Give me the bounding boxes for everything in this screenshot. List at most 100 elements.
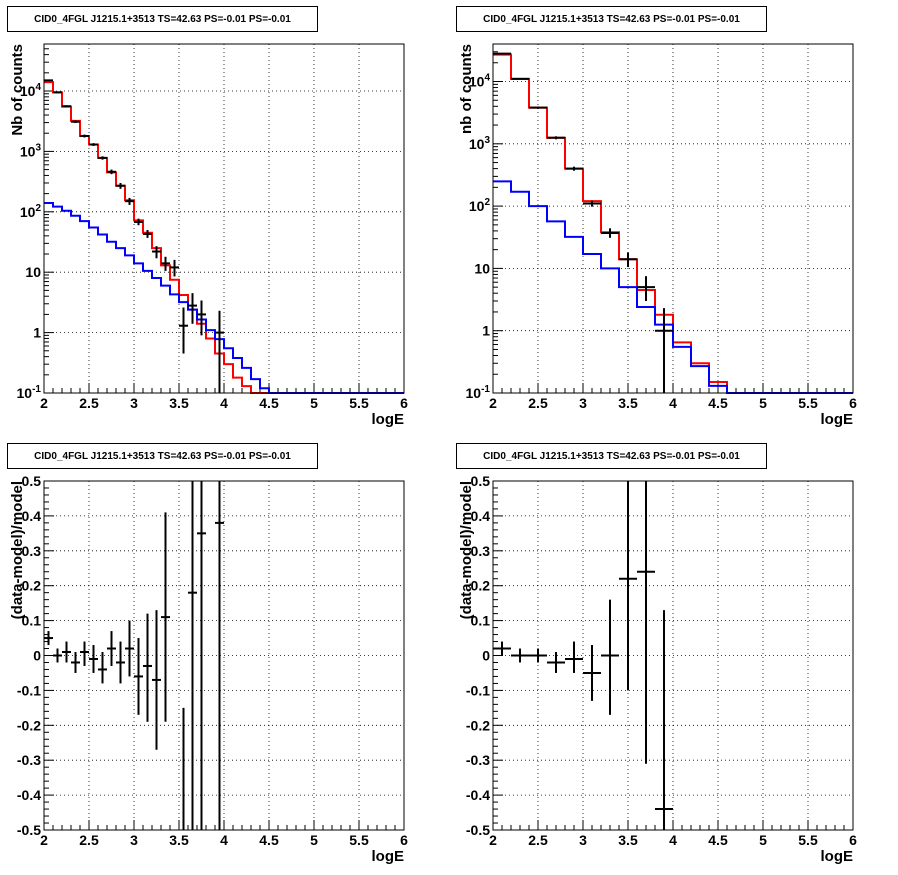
y-tick-label: 10 [474,260,490,276]
data-point [197,300,206,336]
x-tick-label: 3 [579,395,587,411]
pad-top-right: CID0_4FGL J1215.1+3513 TS=42.63 PS=-0.01… [449,0,898,437]
x-tick-label: 3.5 [618,832,638,848]
residual-point [53,648,62,663]
counts-chart-right: 2 2.5 3 3.5 4 4.5 5 5.5 6 10-1 1 10 102 103 104 logE nb … [458,43,857,428]
data-point [71,120,80,124]
x-tick-label: 2.5 [79,395,99,411]
residual-point [80,641,89,666]
data-point [565,166,583,171]
residual-point [493,641,511,656]
x-tick-label: 4.5 [708,832,728,848]
x-tick-label: 6 [400,832,408,848]
data-point [80,134,89,138]
y-tick-label: 0 [482,648,490,664]
y-tick-label: 103 [469,135,491,152]
data-point [89,143,98,146]
residual-point [583,645,601,701]
residual-point [655,610,673,830]
residual-point [44,631,53,646]
x-axis-label: logE [372,848,405,865]
x-tick-label: 2 [40,832,48,848]
residual-point [89,645,98,673]
y-tick-label: -0.4 [466,787,490,803]
counts-chart-left: 2 2.5 3 3.5 4 4.5 5 5.5 6 10-1 1 10 102 103 104 logE Nb … [9,43,408,428]
x-tick-label: 2.5 [79,832,99,848]
data-point [62,105,71,108]
residual-point [161,512,170,722]
y-tick-label: -0.1 [17,682,41,698]
grid [493,481,853,830]
x-tick-label: 2 [489,832,497,848]
y-tick-label: -0.5 [17,822,41,838]
data-point [125,197,134,205]
x-tick-label: 6 [400,395,408,411]
data-point [493,52,511,55]
data-point [511,77,529,80]
residual-point [529,648,547,663]
y-tick-label: -0.1 [466,682,490,698]
data-point [170,259,179,277]
x-tick-label: 4 [669,832,677,848]
residual-point [143,613,152,722]
residual-point [511,648,529,663]
x-tick-label: 3 [130,832,138,848]
residual-point [197,481,206,830]
x-tick-label: 5 [759,395,767,411]
y-tick-label: 0.3 [22,543,42,559]
x-tick-label: 3.5 [169,395,189,411]
x-tick-label: 6 [849,395,857,411]
data-point [161,256,170,271]
x-tick-label: 3 [579,832,587,848]
y-tick-label: 104 [20,82,42,99]
x-tick-label: 5.5 [798,395,818,411]
data-point [44,79,53,82]
x-tick-label: 2.5 [528,832,548,848]
x-tick-label: 5.5 [349,832,369,848]
residual-point [601,599,619,715]
residual-point [107,631,116,666]
data-point [583,200,601,207]
chart-title: CID0_4FGL J1215.1+3513 TS=42.63 PS=-0.01… [7,6,318,32]
y-tick-label: 10 [25,264,41,280]
residual-point [71,652,80,673]
x-tick-label: 3.5 [618,395,638,411]
x-tick-label: 6 [849,832,857,848]
y-tick-label: 0.5 [471,473,491,489]
plot-frame [492,480,854,831]
residual-point [565,641,583,673]
y-tick-label: 103 [20,142,42,159]
y-tick-label: 0 [33,648,41,664]
x-axis-label: logE [372,411,405,428]
data-point [53,91,62,94]
y-axis-label: Nb of counts [9,44,26,136]
x-tick-label: 5 [759,832,767,848]
y-tick-label: 0.4 [471,508,491,524]
grid [44,481,404,830]
residual-point [98,652,107,684]
residual-point [188,481,197,830]
x-tick-label: 2.5 [528,395,548,411]
axis-ticks [492,43,854,394]
y-tick-label: 0.4 [22,508,42,524]
y-tick-label: 1 [482,323,490,339]
residual-chart-right: 2 2.5 3 3.5 4 4.5 5 5.5 6 -0.5 -0.4 -0.3 -0.2 -0.1 0 0.… [458,473,857,865]
x-tick-label: 4 [669,395,677,411]
pad-bottom-right: CID0_4FGL J1215.1+3513 TS=42.63 PS=-0.01… [449,437,898,875]
x-axis-label: logE [821,411,854,428]
residual-point [215,481,224,830]
y-tick-label: -0.2 [466,717,490,733]
chart-title: CID0_4FGL J1215.1+3513 TS=42.63 PS=-0.01… [456,443,767,469]
data-point [152,246,161,259]
residual-point [637,481,655,764]
data-point [179,307,188,354]
pad-bottom-left: CID0_4FGL J1215.1+3513 TS=42.63 PS=-0.01… [0,437,449,875]
model-component-line [493,180,853,394]
y-tick-label: 10-1 [17,384,42,401]
x-axis-label: logE [821,848,854,865]
plot-frame [43,43,405,394]
y-tick-label: -0.3 [466,752,490,768]
plot-frame [43,480,405,831]
residual-chart-left: 2 2.5 3 3.5 4 4.5 5 5.5 6 -0.5 -0.4 -0.3 -0.2 -0.1 0 0.… [9,473,408,865]
y-tick-label: -0.4 [17,787,41,803]
